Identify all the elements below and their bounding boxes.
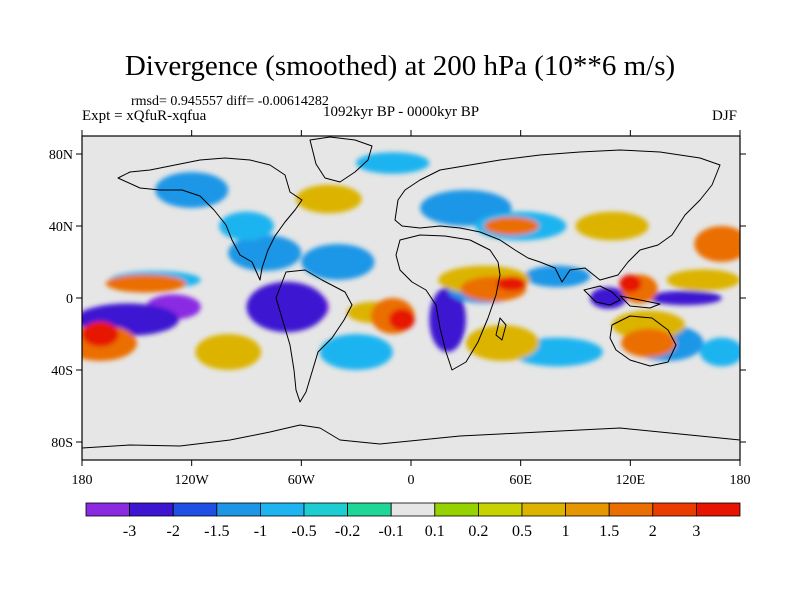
colorbar-label: -1	[254, 523, 267, 540]
x-tick-label: 180	[730, 473, 751, 488]
colorbar-swatch-11	[565, 502, 610, 517]
colorbar-swatch-6	[347, 502, 392, 517]
colorbar-swatch-10	[521, 502, 566, 517]
y-tick-label: 40S	[51, 364, 73, 379]
colorbar-swatch-8	[434, 502, 479, 517]
x-tick-label: 120W	[175, 473, 210, 488]
chart-title: Divergence (smoothed) at 200 hPa (10**6 …	[124, 50, 676, 82]
stats-text: rmsd= 0.945557 diff= -0.00614282	[131, 94, 329, 109]
x-tick-label: 0	[408, 473, 415, 488]
colorbar-label: 2	[649, 523, 657, 540]
contour-region-6	[246, 281, 327, 333]
contour-region-38	[694, 226, 740, 262]
y-tick-label: 0	[66, 292, 73, 307]
contour-region-7	[429, 287, 466, 352]
colorbar-swatch-13	[652, 502, 697, 517]
contour-region-20	[319, 334, 393, 370]
contour-region-9	[648, 290, 722, 306]
coastline-north-america	[117, 157, 303, 281]
contour-region-31	[575, 211, 649, 241]
x-tick-label: 120E	[616, 473, 646, 488]
colorbar-label: 3	[692, 523, 700, 540]
contour-fill-layer	[82, 152, 740, 370]
coastline-greenland	[309, 136, 373, 183]
y-axis: 80N 40N 0 40S 80S	[49, 148, 746, 451]
colorbar-label: 0.1	[425, 523, 445, 540]
contour-region-13	[524, 265, 591, 288]
contour-region-39	[484, 217, 539, 235]
colorbar-label: 1	[562, 523, 570, 540]
coastline-africa	[395, 234, 501, 371]
y-tick-label: 80N	[49, 148, 73, 163]
coastline-eurasia	[394, 149, 721, 283]
colorbar-label: -0.5	[291, 523, 316, 540]
contour-region-33	[105, 274, 187, 293]
contour-region-37	[621, 328, 676, 358]
y-tick-label: 40N	[49, 220, 73, 235]
contour-region-10	[228, 235, 302, 271]
colorbar-swatch-3	[216, 502, 261, 517]
contour-region-40	[389, 308, 415, 331]
colorbar-label: -2	[167, 523, 180, 540]
x-axis: 180 120W 60W 0 60E 120E 180	[72, 130, 751, 488]
x-tick-label: 60E	[509, 473, 532, 488]
contour-region-29	[612, 310, 686, 340]
contour-region-23	[356, 152, 430, 174]
colorbar-label: -1.5	[204, 523, 229, 540]
x-tick-label: 180	[72, 473, 93, 488]
colorbar-swatch-7	[390, 502, 436, 517]
contour-region-18	[219, 211, 274, 241]
colorbar-label: 0.5	[512, 523, 532, 540]
coastline-south-america	[275, 269, 353, 403]
colorbar-swatch-1	[129, 502, 174, 517]
colorbar-label: 0.2	[468, 523, 488, 540]
colorbar-label: -3	[123, 523, 136, 540]
colorbar-swatch-9	[477, 502, 523, 517]
colorbar-legend: -3 -2 -1.5 -1 -0.5 -0.2 -0.1 0.1 0.2 0.5 1 1.5 2 3	[85, 502, 741, 540]
coastline-australia	[609, 315, 677, 367]
contour-region-11	[301, 244, 375, 280]
contour-region-43	[619, 274, 642, 293]
colorbar-swatch-0	[85, 502, 130, 517]
contour-region-41	[82, 321, 119, 347]
contour-region-22	[699, 337, 740, 367]
contour-region-30	[295, 184, 362, 214]
y-tick-label: 80S	[51, 436, 73, 451]
experiment-text: Expt = xQfuR-xqfua	[82, 108, 207, 124]
coastline-maritime-continent	[583, 285, 661, 309]
contour-region-16	[155, 172, 229, 208]
colorbar-swatch-5	[303, 502, 348, 517]
contour-region-28	[465, 325, 539, 361]
colorbar-swatch-14	[696, 502, 741, 517]
colorbar-label: 1.5	[599, 523, 619, 540]
colorbar-swatch-4	[259, 502, 305, 517]
contour-region-24	[666, 269, 740, 291]
contour-region-42	[496, 276, 527, 291]
colorbar-label: -0.2	[335, 523, 360, 540]
colorbar-label: -0.1	[379, 523, 404, 540]
x-tick-label: 60W	[288, 473, 316, 488]
period-text: 1092kyr BP - 0000kyr BP	[323, 104, 480, 120]
season-text: DJF	[712, 108, 738, 124]
coastline-madagascar	[495, 317, 507, 341]
contour-region-25	[195, 334, 262, 370]
colorbar-swatch-12	[608, 502, 654, 517]
coastline-antarctica	[82, 424, 740, 449]
colorbar-swatch-2	[172, 502, 218, 517]
coastline-layer	[82, 136, 740, 449]
contour-region-8	[590, 287, 627, 309]
